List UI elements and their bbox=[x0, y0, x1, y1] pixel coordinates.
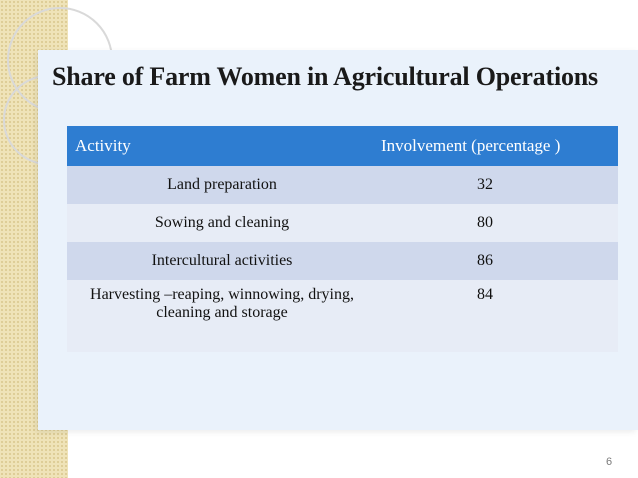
operations-table: Activity Involvement (percentage ) Land … bbox=[67, 126, 618, 352]
activity-cell: Sowing and cleaning bbox=[67, 204, 377, 242]
activity-cell: Intercultural activities bbox=[67, 242, 377, 280]
involvement-cell: 80 bbox=[377, 204, 618, 242]
activity-cell: Harvesting –reaping, winnowing, drying, … bbox=[67, 280, 377, 352]
involvement-cell: 86 bbox=[377, 242, 618, 280]
table-row: Harvesting –reaping, winnowing, drying, … bbox=[67, 280, 618, 352]
table-row: Intercultural activities 86 bbox=[67, 242, 618, 280]
activity-cell: Land preparation bbox=[67, 166, 377, 204]
header-activity: Activity bbox=[67, 126, 377, 166]
involvement-cell: 84 bbox=[377, 280, 618, 352]
table-header-row: Activity Involvement (percentage ) bbox=[67, 126, 618, 166]
involvement-cell: 32 bbox=[377, 166, 618, 204]
header-involvement: Involvement (percentage ) bbox=[377, 126, 618, 166]
table-row: Sowing and cleaning 80 bbox=[67, 204, 618, 242]
slide-title: Share of Farm Women in Agricultural Oper… bbox=[52, 62, 598, 91]
table-row: Land preparation 32 bbox=[67, 166, 618, 204]
page-number: 6 bbox=[606, 456, 613, 468]
